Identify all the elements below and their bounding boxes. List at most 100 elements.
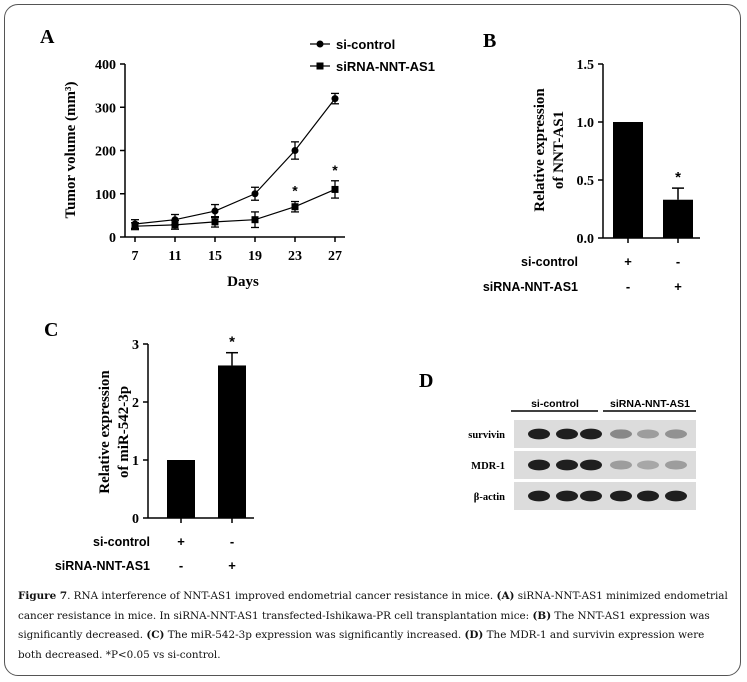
blot-band	[610, 460, 632, 470]
panel-b-significance-mark: *	[675, 169, 681, 186]
panel-c-y-tick-label: 3	[132, 338, 139, 353]
panel-b-bar	[613, 122, 643, 238]
panel-label-b: B	[483, 30, 496, 52]
panel-c-bar-chart: Relative expression of miR-542-3p 0 1 2 3 * si…	[55, 334, 254, 573]
panel-a-x-label: Days	[227, 274, 259, 290]
blot-band	[637, 429, 659, 439]
legend-marker-square	[316, 62, 324, 70]
figure-caption: Figure 7. RNA interference of NNT-AS1 im…	[18, 587, 730, 665]
caption-text-c: The miR-542-3p expression was significan…	[164, 629, 465, 641]
panel-a-x-tick-label: 7	[132, 249, 139, 264]
panel-b-condition-cell: +	[674, 279, 682, 294]
panel-c-condition-cell: +	[177, 534, 185, 549]
panel-b-y-tick-label: 0.5	[577, 174, 595, 189]
blot-row-label: β-actin	[474, 492, 505, 503]
panel-a-line-chart: Days Tumor volume (mm³) 0 100 200 300 400 7 11…	[63, 37, 435, 290]
panel-c-bar	[218, 365, 246, 518]
panel-a-point-si-control	[331, 95, 339, 103]
panel-a-point-sirna	[171, 221, 179, 229]
figure-frame	[4, 4, 741, 676]
caption-intro: . RNA interference of NNT-AS1 improved e…	[67, 590, 497, 602]
panel-a-point-si-control	[251, 190, 259, 198]
panel-c-y-label: Relative expression of miR-542-3p	[97, 370, 132, 494]
panel-a-point-sirna	[291, 203, 299, 211]
blot-band	[556, 459, 578, 471]
panel-label-c: C	[44, 319, 58, 341]
panel-a-significance-mark: *	[292, 183, 298, 199]
blot-band	[665, 460, 687, 470]
blot-group-label: si-control	[531, 398, 579, 410]
panel-a-y-tick-label: 400	[95, 58, 116, 73]
panel-c-y-tick-label: 2	[132, 396, 139, 411]
panel-a-y-tick-label: 100	[95, 188, 116, 203]
panel-a-point-sirna	[251, 216, 259, 224]
panel-a-point-sirna	[211, 218, 219, 226]
panel-b-condition-label: siRNA-NNT-AS1	[483, 280, 578, 294]
panel-a-significance-mark: *	[332, 162, 338, 178]
blot-band	[610, 429, 632, 439]
panel-b-condition-label: si-control	[521, 255, 578, 269]
panel-a-x-tick-label: 27	[328, 249, 342, 264]
blot-band	[610, 490, 632, 502]
legend-marker-circle	[316, 40, 324, 48]
blot-row-label: MDR-1	[471, 461, 505, 472]
legend-label: si-control	[336, 37, 395, 52]
caption-tag-b: (B)	[532, 609, 552, 622]
blot-band	[556, 490, 578, 502]
blot-band	[637, 490, 659, 502]
panel-c-y-tick-label: 1	[132, 454, 139, 469]
panel-b-condition-cell: +	[624, 254, 632, 269]
panel-c-y-tick-label: 0	[132, 512, 139, 527]
panel-b-bar	[663, 199, 693, 238]
panel-b-condition-cell: -	[626, 279, 630, 294]
panel-a-series-line	[134, 98, 336, 225]
blot-band	[556, 428, 578, 440]
panel-c-condition-cell: -	[179, 558, 183, 573]
panel-b-condition-cell: -	[676, 254, 680, 269]
caption-tag-d: (D)	[464, 629, 484, 641]
caption-figure-number: Figure 7	[18, 590, 68, 602]
panel-a-y-tick-label: 300	[95, 101, 116, 116]
panel-a-x-tick-label: 11	[168, 249, 181, 264]
blot-band	[637, 460, 659, 470]
panel-a-x-tick-label: 23	[288, 249, 302, 264]
panel-a-series-line	[134, 188, 336, 227]
panel-a-point-sirna	[131, 222, 139, 230]
panel-c-significance-mark: *	[229, 334, 235, 351]
panel-b-bar-chart: Relative expression of NNT-AS1 0.0 0.5 1.0 1…	[483, 58, 700, 294]
panel-c-condition-label: si-control	[93, 535, 150, 549]
blot-band	[528, 428, 550, 440]
panel-d-western-blot: si-control siRNA-NNT-AS1 survivin MDR-1 β-ac…	[468, 398, 696, 510]
panel-a-point-si-control	[211, 207, 219, 215]
panel-a-y-tick-label: 200	[95, 145, 116, 160]
panel-a-point-sirna	[331, 185, 339, 193]
blot-band	[528, 490, 550, 502]
panel-label-d: D	[419, 370, 433, 392]
blot-band	[580, 459, 602, 471]
panel-b-y-tick-label: 1.0	[577, 116, 595, 131]
blot-group-label: siRNA-NNT-AS1	[610, 398, 690, 410]
caption-tag-a: (A)	[496, 590, 515, 602]
blot-band	[580, 428, 602, 440]
blot-row-label: survivin	[468, 430, 505, 441]
panel-a-x-tick-label: 19	[248, 249, 262, 264]
panel-c-condition-cell: +	[228, 558, 236, 573]
panel-a-y-label: Tumor volume (mm³)	[63, 82, 79, 219]
panel-c-condition-label: siRNA-NNT-AS1	[55, 559, 150, 573]
caption-text-d: The MDR-1 and survivin expression were b…	[18, 629, 705, 661]
panel-b-y-label: Relative expression of NNT-AS1	[532, 88, 567, 212]
panel-a-point-si-control	[291, 147, 299, 154]
panel-c-bar	[167, 460, 195, 518]
panel-c-condition-cell: -	[230, 534, 234, 549]
panel-label-a: A	[40, 26, 55, 48]
panel-a-x-tick-label: 15	[208, 249, 222, 264]
figure-canvas: A B C D Days Tumor volume (mm³) 0 100 200 3…	[40, 26, 700, 573]
caption-text-a: siRNA-NNT-AS1 minimized endometrial canc…	[18, 590, 728, 622]
blot-band	[665, 429, 687, 439]
caption-text-b: The NNT-AS1 expression was significantly…	[18, 609, 710, 642]
panel-a-y-tick-label: 0	[109, 231, 116, 246]
caption-tag-c: (C)	[146, 629, 165, 641]
blot-band	[665, 490, 687, 502]
blot-band	[580, 490, 602, 502]
panel-b-y-tick-label: 1.5	[577, 58, 595, 73]
